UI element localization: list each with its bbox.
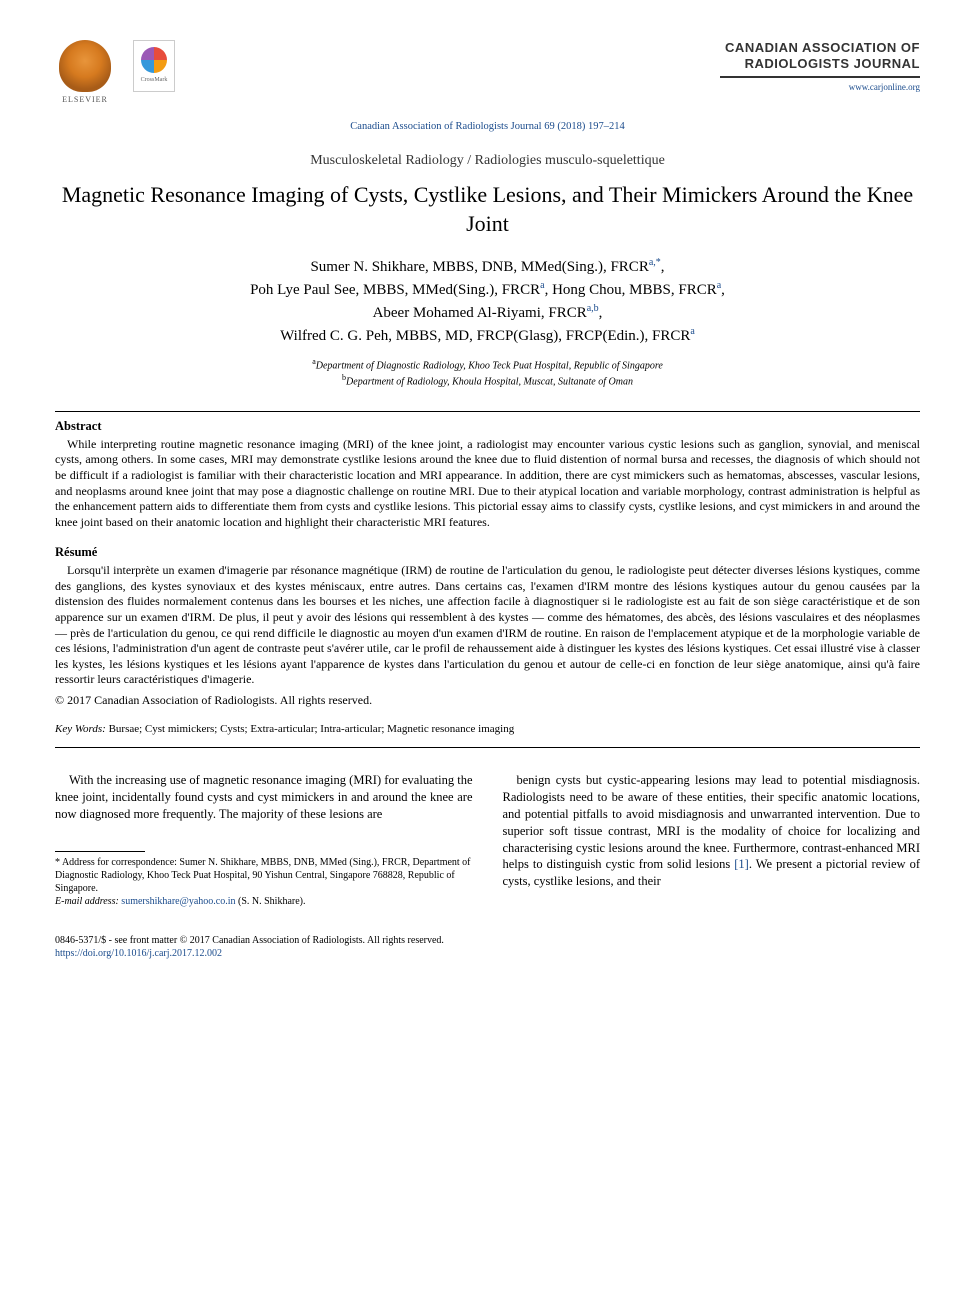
column-left: With the increasing use of magnetic reso…: [55, 772, 473, 908]
affiliation-a: Department of Diagnostic Radiology, Khoo…: [316, 361, 663, 372]
front-matter-line: 0846-5371/$ - see front matter © 2017 Ca…: [55, 934, 920, 947]
keywords-list: Bursae; Cyst mimickers; Cysts; Extra-art…: [109, 723, 515, 735]
article-title: Magnetic Resonance Imaging of Cysts, Cys…: [55, 181, 920, 238]
author-3: Hong Chou, MBBS, FRCR: [552, 282, 717, 298]
page-header: ELSEVIER CrossMark CANADIAN ASSOCIATION …: [55, 40, 920, 112]
col1-para1: With the increasing use of magnetic reso…: [55, 772, 473, 823]
journal-name: CANADIAN ASSOCIATION OF RADIOLOGISTS JOU…: [720, 40, 920, 78]
author-list: Sumer N. Shikhare, MBBS, DNB, MMed(Sing.…: [55, 256, 920, 347]
email-suffix: (S. N. Shikhare).: [238, 896, 306, 907]
crossmark-icon: [141, 47, 167, 73]
corr-address: * Address for correspondence: Sumer N. S…: [55, 856, 473, 895]
resume-heading: Résumé: [55, 544, 920, 561]
column-right: benign cysts but cystic-appearing lesion…: [503, 772, 921, 908]
body-columns: With the increasing use of magnetic reso…: [55, 772, 920, 908]
journal-box: CANADIAN ASSOCIATION OF RADIOLOGISTS JOU…: [720, 40, 920, 93]
affiliations: aDepartment of Diagnostic Radiology, Kho…: [55, 357, 920, 389]
author-3-aff[interactable]: a: [717, 280, 721, 291]
header-left: ELSEVIER CrossMark: [55, 40, 175, 112]
author-5: Wilfred C. G. Peh, MBBS, MD, FRCP(Glasg)…: [280, 328, 690, 344]
corr-email[interactable]: sumershikhare@yahoo.co.in: [121, 896, 235, 907]
rule-top: [55, 411, 920, 412]
author-2: Poh Lye Paul See, MBBS, MMed(Sing.), FRC…: [250, 282, 540, 298]
journal-url[interactable]: www.carjonline.org: [720, 81, 920, 93]
page-footer: 0846-5371/$ - see front matter © 2017 Ca…: [55, 934, 920, 960]
author-1: Sumer N. Shikhare, MBBS, DNB, MMed(Sing.…: [310, 259, 648, 275]
keywords: Key Words: Bursae; Cyst mimickers; Cysts…: [55, 722, 920, 737]
crossmark-badge[interactable]: CrossMark: [133, 40, 175, 92]
author-1-aff[interactable]: a,: [649, 257, 656, 268]
resume-body: Lorsqu'il interprète un examen d'imageri…: [55, 563, 920, 688]
author-2-aff[interactable]: a: [540, 280, 544, 291]
col2-para1: benign cysts but cystic-appearing lesion…: [503, 772, 921, 890]
affiliation-b: Department of Radiology, Khoula Hospital…: [346, 376, 633, 387]
doi-link[interactable]: https://doi.org/10.1016/j.carj.2017.12.0…: [55, 947, 920, 960]
elsevier-tree-icon: [59, 40, 111, 92]
crossmark-label: CrossMark: [141, 76, 168, 84]
keywords-label: Key Words:: [55, 723, 106, 735]
abstract-text: While interpreting routine magnetic reso…: [55, 437, 920, 531]
citation-line: Canadian Association of Radiologists Jou…: [55, 120, 920, 134]
publisher-label: ELSEVIER: [62, 95, 108, 106]
email-label: E-mail address:: [55, 896, 119, 907]
author-1-corr[interactable]: *: [656, 257, 661, 268]
section-label: Musculoskeletal Radiology / Radiologies …: [55, 152, 920, 171]
resume-block: Résumé Lorsqu'il interprète un examen d'…: [55, 544, 920, 708]
elsevier-logo: ELSEVIER: [55, 40, 115, 112]
abstract-heading: Abstract: [55, 418, 920, 435]
abstract-block: Abstract While interpreting routine magn…: [55, 418, 920, 530]
footnote-separator: [55, 851, 145, 852]
author-4: Abeer Mohamed Al-Riyami, FRCR: [373, 305, 587, 321]
copyright-line: © 2017 Canadian Association of Radiologi…: [55, 692, 920, 708]
ref-1-link[interactable]: [1]: [734, 857, 749, 871]
resume-text: Lorsqu'il interprète un examen d'imageri…: [55, 563, 920, 688]
correspondence-footnote: * Address for correspondence: Sumer N. S…: [55, 856, 473, 908]
rule-bottom: [55, 747, 920, 748]
author-5-aff[interactable]: a: [690, 326, 694, 337]
author-4-aff[interactable]: a,b: [587, 303, 599, 314]
abstract-body: While interpreting routine magnetic reso…: [55, 437, 920, 531]
